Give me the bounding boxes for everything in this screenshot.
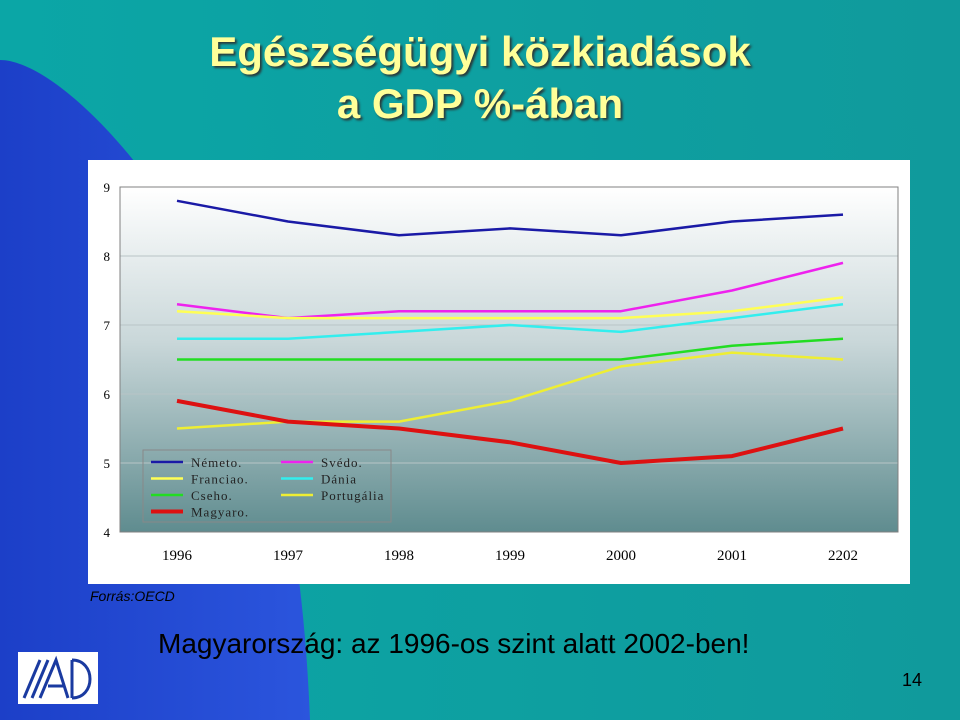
y-tick-label: 4: [104, 525, 111, 540]
series-line: [176, 398, 844, 465]
legend-label: Cseho.: [191, 488, 233, 503]
institution-logo: [18, 652, 98, 704]
page-number: 14: [902, 670, 923, 690]
chart-panel: 4 5 6 7 8 9 1996 1997 1998 1999 2000 2001 2202 Németo…: [88, 160, 910, 584]
x-tick-label: 2001: [717, 548, 747, 564]
legend-label: Németo.: [191, 455, 242, 470]
slide-title-line2: a GDP %-ában: [336, 80, 624, 127]
x-tick-label: 2202: [828, 548, 858, 564]
bottom-caption: Magyarország: az 1996-os szint alatt 200…: [158, 628, 750, 659]
series-line: [176, 296, 844, 320]
source-note: Forrás:OECD: [90, 588, 175, 604]
y-tick-label: 7: [104, 318, 111, 333]
legend-label: Dánia: [321, 472, 357, 487]
legend-label: Portugália: [321, 488, 384, 503]
legend-box: [142, 449, 392, 523]
legend-label: Franciao.: [191, 472, 249, 487]
line-chart: 4 5 6 7 8 9 1996 1997 1998 1999 2000 2001 2202 Németo…: [88, 160, 910, 584]
y-tick-label: 6: [104, 387, 111, 402]
series-line: [177, 337, 844, 361]
x-tick-label: 1997: [273, 548, 304, 564]
x-tick-label: 1996: [162, 548, 193, 564]
plot-group: 4 5 6 7 8 9 1996 1997 1998 1999 2000 2001 2202 Németo…: [104, 180, 899, 564]
plot-border: [119, 186, 899, 533]
y-tick-label: 8: [104, 249, 111, 264]
slide-title-line1: Egészségügyi közkiadások: [209, 28, 751, 75]
x-tick-label: 1998: [384, 548, 414, 564]
y-tick-label: 5: [104, 456, 111, 471]
x-tick-label: 2000: [606, 548, 636, 564]
legend-label: Svédo.: [321, 455, 363, 470]
series-line: [177, 303, 844, 341]
x-tick-label: 1999: [495, 548, 525, 564]
series-line: [176, 199, 844, 237]
legend-label: Magyaro.: [191, 505, 249, 520]
y-tick-label: 9: [104, 180, 111, 195]
